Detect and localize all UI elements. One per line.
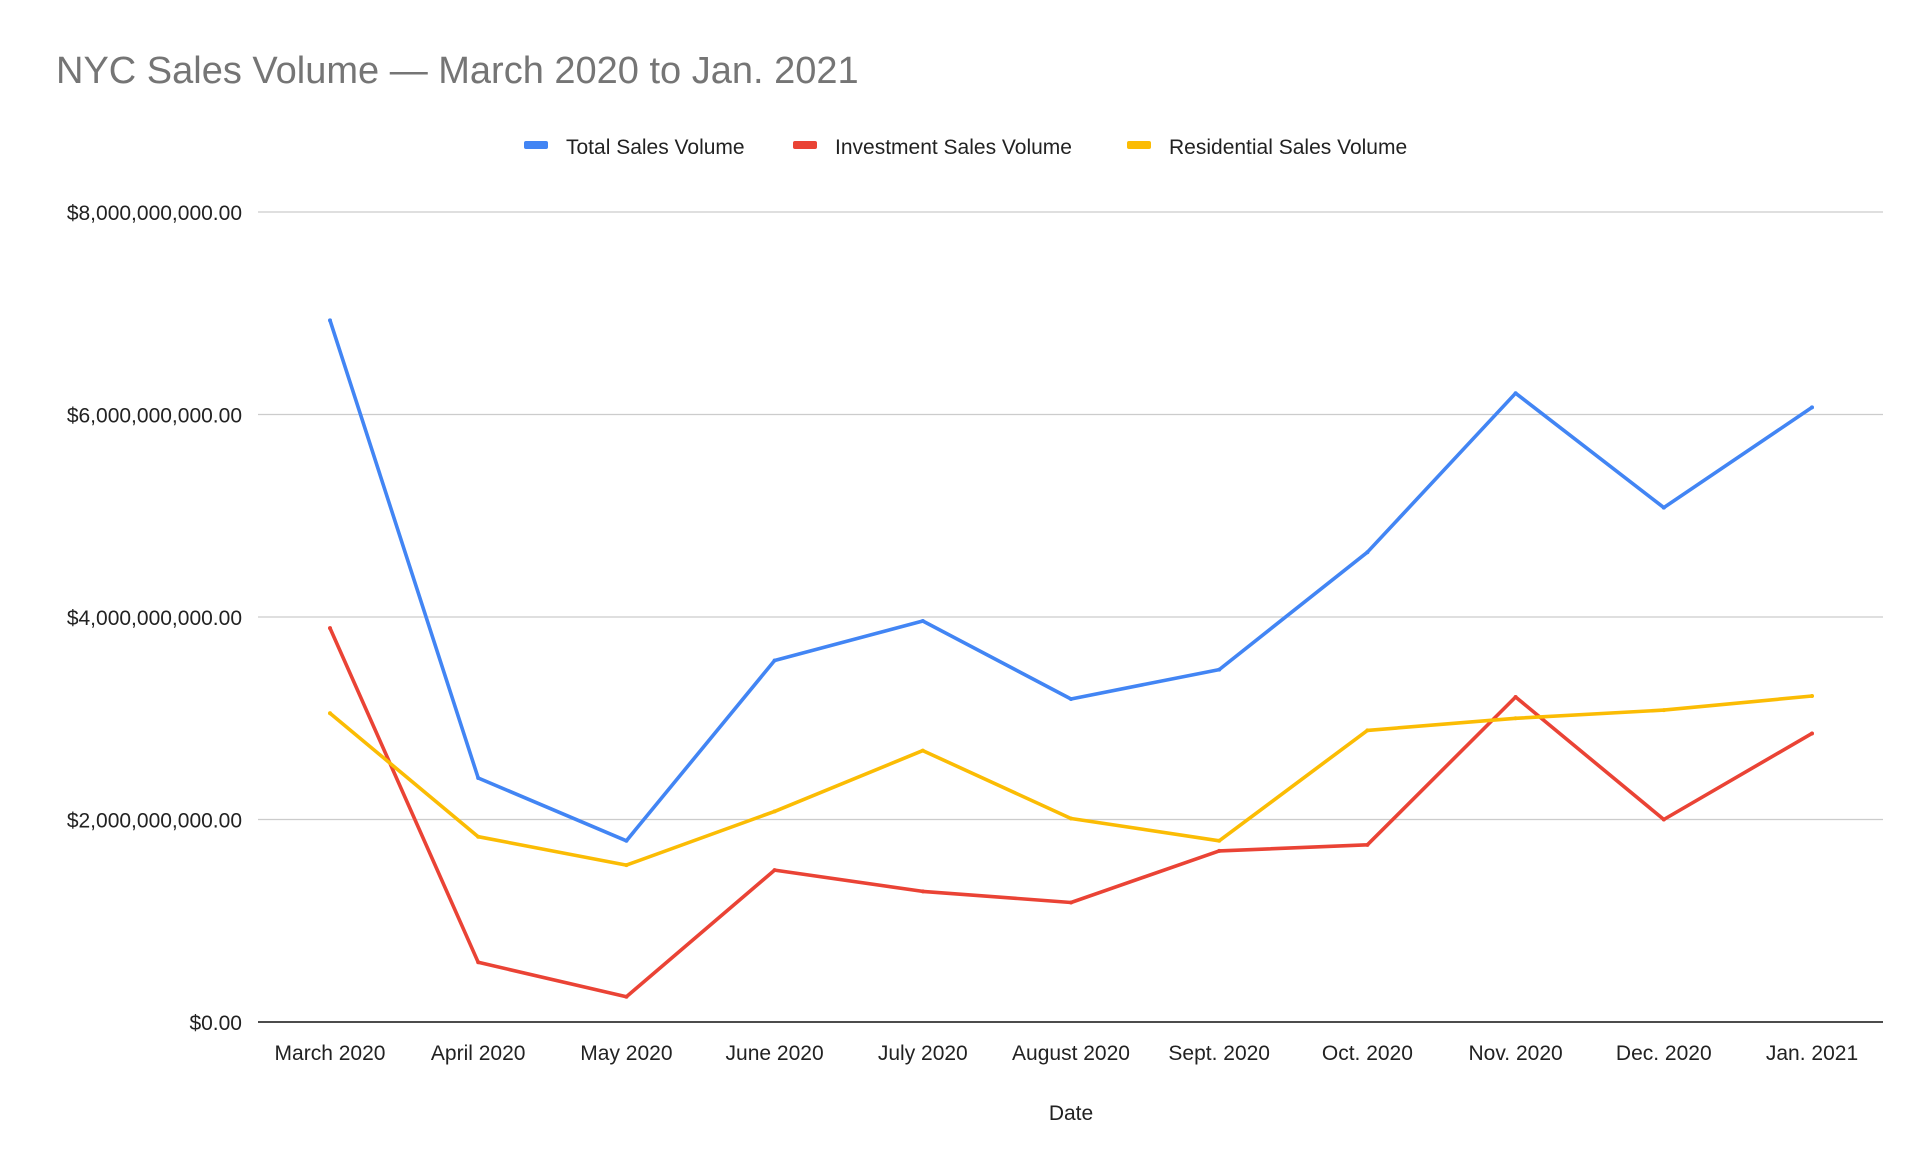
data-point-residential-sales-volume [1069, 816, 1073, 821]
data-point-total-sales-volume [1069, 697, 1073, 702]
data-point-total-sales-volume [1513, 391, 1518, 396]
data-point-total-sales-volume [328, 318, 332, 323]
y-tick-label: $2,000,000,000.00 [67, 810, 242, 833]
x-axis-title: Date [1049, 1102, 1093, 1125]
data-point-residential-sales-volume [476, 834, 481, 839]
data-point-investment-sales-volume [476, 960, 481, 965]
data-point-investment-sales-volume [1661, 817, 1666, 822]
data-point-investment-sales-volume [624, 994, 629, 999]
y-tick-label: $8,000,000,000.00 [67, 202, 242, 225]
data-point-total-sales-volume [1810, 405, 1814, 410]
data-point-residential-sales-volume [328, 711, 332, 716]
data-point-total-sales-volume [476, 775, 481, 780]
data-point-residential-sales-volume [1217, 838, 1222, 843]
data-point-residential-sales-volume [1661, 708, 1666, 713]
data-point-residential-sales-volume [624, 863, 629, 868]
legend-label: Investment Sales Volume [835, 136, 1072, 159]
legend-item-investment-sales-volume: Investment Sales Volume [793, 136, 1072, 159]
data-point-investment-sales-volume [1217, 848, 1222, 853]
legend-swatch [524, 141, 548, 149]
data-point-investment-sales-volume [772, 868, 777, 873]
data-point-investment-sales-volume [328, 626, 332, 631]
series-line-residential-sales-volume [328, 694, 1814, 867]
data-point-residential-sales-volume [1810, 693, 1814, 698]
legend-swatch [1127, 141, 1151, 149]
series-lines [328, 318, 1814, 999]
data-point-total-sales-volume [1661, 505, 1666, 510]
data-point-investment-sales-volume [920, 889, 925, 894]
y-tick-label: $4,000,000,000.00 [67, 607, 242, 630]
data-point-residential-sales-volume [920, 748, 925, 753]
data-point-total-sales-volume [920, 619, 925, 624]
data-point-total-sales-volume [1217, 667, 1222, 672]
series-line-investment-sales-volume [328, 626, 1814, 999]
data-point-investment-sales-volume [1810, 731, 1814, 736]
data-point-total-sales-volume [772, 658, 777, 663]
legend: Total Sales Volume Investment Sales Volum… [524, 136, 1407, 159]
x-tick-label: Dec. 2020 [1616, 1042, 1712, 1065]
chart-title: NYC Sales Volume — March 2020 to Jan. 20… [56, 50, 859, 92]
x-tick-label: June 2020 [726, 1042, 824, 1065]
series-line-total-sales-volume [328, 318, 1814, 843]
x-tick-label: August 2020 [1012, 1042, 1130, 1065]
data-point-residential-sales-volume [1513, 716, 1518, 721]
data-point-investment-sales-volume [1365, 842, 1370, 847]
legend-label: Total Sales Volume [566, 136, 745, 159]
legend-item-residential-sales-volume: Residential Sales Volume [1127, 136, 1407, 159]
y-tick-label: $0.00 [189, 1012, 242, 1035]
x-tick-label: Sept. 2020 [1168, 1042, 1270, 1065]
x-tick-label: Nov. 2020 [1469, 1042, 1563, 1065]
legend-item-total-sales-volume: Total Sales Volume [524, 136, 745, 159]
data-point-residential-sales-volume [772, 809, 777, 814]
data-point-total-sales-volume [624, 838, 629, 843]
gridlines [258, 211, 1883, 1023]
data-point-investment-sales-volume [1513, 694, 1518, 699]
x-tick-label: April 2020 [431, 1042, 526, 1065]
legend-label: Residential Sales Volume [1169, 136, 1407, 159]
y-tick-label: $6,000,000,000.00 [67, 405, 242, 428]
data-point-residential-sales-volume [1365, 728, 1370, 733]
x-tick-label: May 2020 [580, 1042, 672, 1065]
data-point-total-sales-volume [1365, 550, 1370, 555]
x-tick-label: March 2020 [275, 1042, 386, 1065]
x-axis-ticks: March 2020 April 2020 May 2020 June 2020 Jul… [275, 1042, 1859, 1065]
x-tick-label: July 2020 [878, 1042, 968, 1065]
x-tick-label: Jan. 2021 [1766, 1042, 1858, 1065]
x-tick-label: Oct. 2020 [1322, 1042, 1413, 1065]
legend-swatch [793, 141, 817, 149]
data-point-investment-sales-volume [1069, 900, 1073, 905]
y-axis-ticks: $0.00 $2,000,000,000.00 $4,000,000,000.00 $… [67, 202, 242, 1035]
